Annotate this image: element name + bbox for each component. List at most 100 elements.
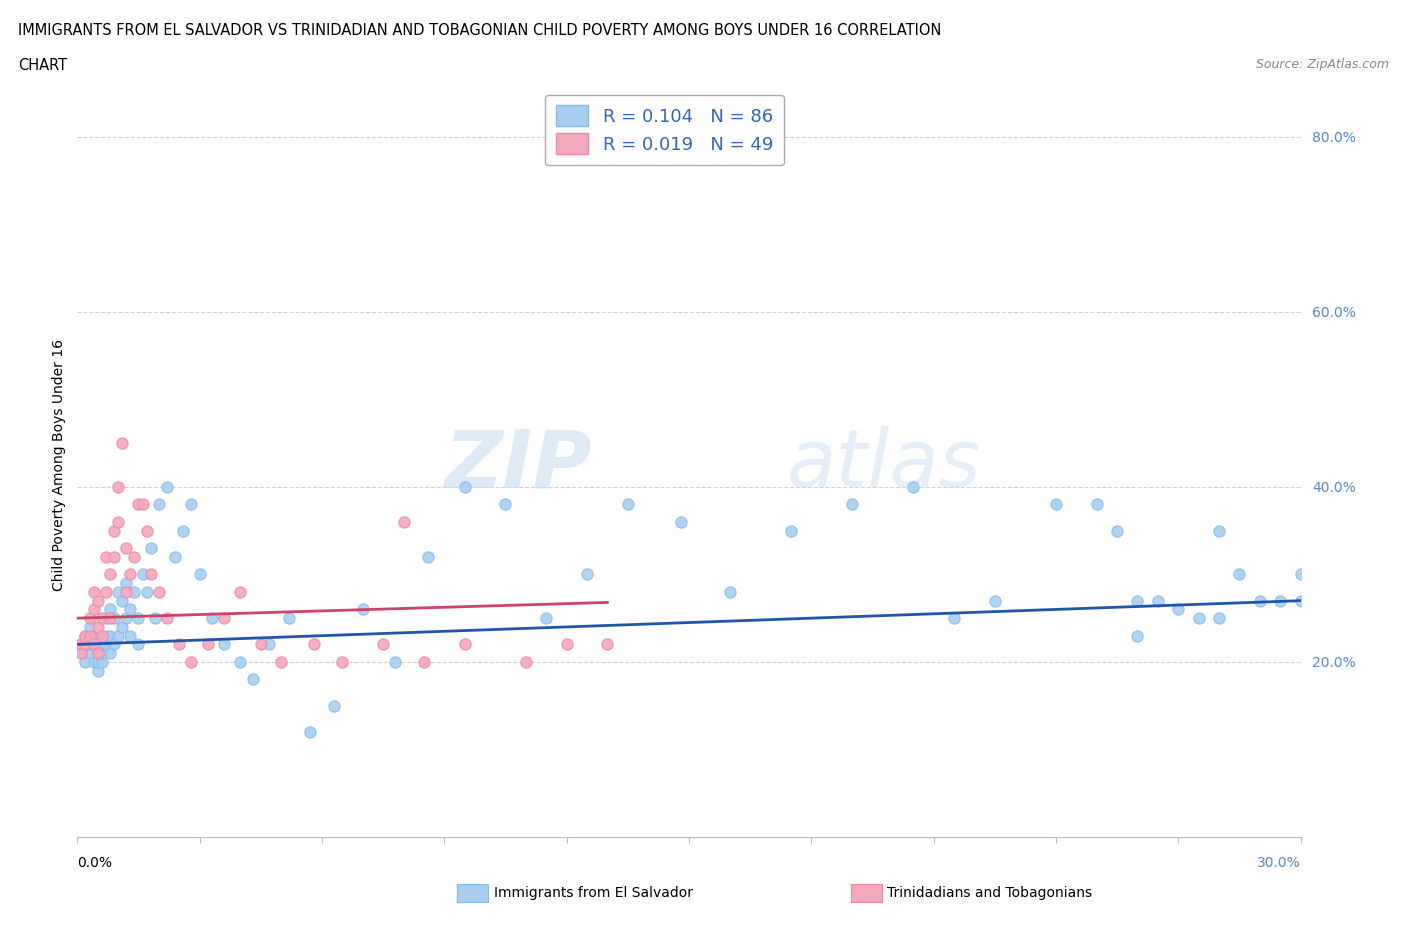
Point xyxy=(841,497,863,512)
Point xyxy=(1208,524,1230,538)
Point xyxy=(352,602,374,617)
Point xyxy=(1187,611,1209,626)
Point xyxy=(1268,593,1291,608)
Point xyxy=(103,611,125,626)
Point xyxy=(79,629,101,644)
Point xyxy=(416,550,439,565)
Point xyxy=(111,619,134,634)
Point xyxy=(83,602,105,617)
Point xyxy=(1147,593,1170,608)
Point xyxy=(70,637,93,652)
Point xyxy=(298,724,321,739)
Point xyxy=(87,629,110,644)
Point xyxy=(94,550,117,565)
Point xyxy=(120,629,142,644)
Point xyxy=(79,637,101,652)
Point xyxy=(115,584,138,599)
Point xyxy=(384,655,406,670)
Point xyxy=(180,497,202,512)
Point xyxy=(165,550,187,565)
Point xyxy=(83,637,105,652)
Point xyxy=(495,497,517,512)
Point xyxy=(79,645,101,660)
Point xyxy=(169,637,191,652)
Point xyxy=(779,524,801,538)
Point xyxy=(1249,593,1271,608)
Point xyxy=(242,672,264,687)
Point xyxy=(453,637,475,652)
Point xyxy=(131,567,153,582)
Text: IMMIGRANTS FROM EL SALVADOR VS TRINIDADIAN AND TOBAGONIAN CHILD POVERTY AMONG BO: IMMIGRANTS FROM EL SALVADOR VS TRINIDADI… xyxy=(18,23,942,38)
Point xyxy=(120,567,142,582)
Point xyxy=(94,629,117,644)
Point xyxy=(103,550,125,565)
Point xyxy=(1107,524,1129,538)
Point xyxy=(94,611,117,626)
Point xyxy=(75,629,97,644)
Point xyxy=(617,497,640,512)
Text: ZIP: ZIP xyxy=(444,426,591,504)
Point xyxy=(229,584,252,599)
Point xyxy=(453,480,475,495)
Point xyxy=(98,602,121,617)
Point xyxy=(79,611,101,626)
Point xyxy=(75,637,97,652)
Point xyxy=(75,655,97,670)
Legend: R = 0.104   N = 86, R = 0.019   N = 49: R = 0.104 N = 86, R = 0.019 N = 49 xyxy=(546,95,785,166)
Point xyxy=(90,629,112,644)
Point xyxy=(984,593,1007,608)
Point xyxy=(371,637,394,652)
Point xyxy=(87,619,110,634)
Point xyxy=(103,524,125,538)
Point xyxy=(1126,593,1149,608)
Text: Source: ZipAtlas.com: Source: ZipAtlas.com xyxy=(1256,58,1389,71)
Point xyxy=(124,584,146,599)
Point xyxy=(942,611,965,626)
Point xyxy=(212,611,235,626)
Point xyxy=(323,698,346,713)
Point xyxy=(75,629,97,644)
Point xyxy=(270,655,292,670)
Y-axis label: Child Poverty Among Boys Under 16: Child Poverty Among Boys Under 16 xyxy=(52,339,66,591)
Point xyxy=(127,611,149,626)
Point xyxy=(139,540,162,555)
Point xyxy=(83,629,105,644)
Point xyxy=(1045,497,1067,512)
Text: Trinidadians and Tobagonians: Trinidadians and Tobagonians xyxy=(887,885,1092,900)
Point xyxy=(87,645,110,660)
Point xyxy=(257,637,280,652)
Point xyxy=(103,637,125,652)
Point xyxy=(115,611,138,626)
Point xyxy=(332,655,354,670)
Point xyxy=(139,567,162,582)
Point xyxy=(278,611,301,626)
Point xyxy=(669,514,692,529)
Point xyxy=(1229,567,1251,582)
Point xyxy=(180,655,202,670)
Point xyxy=(172,524,194,538)
Point xyxy=(120,602,142,617)
Point xyxy=(94,584,117,599)
Point xyxy=(576,567,599,582)
Point xyxy=(197,637,219,652)
Point xyxy=(83,637,105,652)
Text: 30.0%: 30.0% xyxy=(1257,856,1301,870)
Point xyxy=(148,584,170,599)
Point xyxy=(302,637,325,652)
Point xyxy=(1289,567,1312,582)
Point xyxy=(79,629,101,644)
Point xyxy=(83,655,105,670)
Point xyxy=(115,576,138,591)
Text: atlas: atlas xyxy=(787,426,981,504)
Point xyxy=(70,645,93,660)
Point xyxy=(90,645,112,660)
Point xyxy=(90,655,112,670)
Point xyxy=(127,497,149,512)
Point xyxy=(1126,629,1149,644)
Point xyxy=(156,480,179,495)
Text: Immigrants from El Salvador: Immigrants from El Salvador xyxy=(494,885,693,900)
Point xyxy=(115,540,138,555)
Point xyxy=(70,637,93,652)
Point xyxy=(1167,602,1189,617)
Point xyxy=(250,637,273,652)
